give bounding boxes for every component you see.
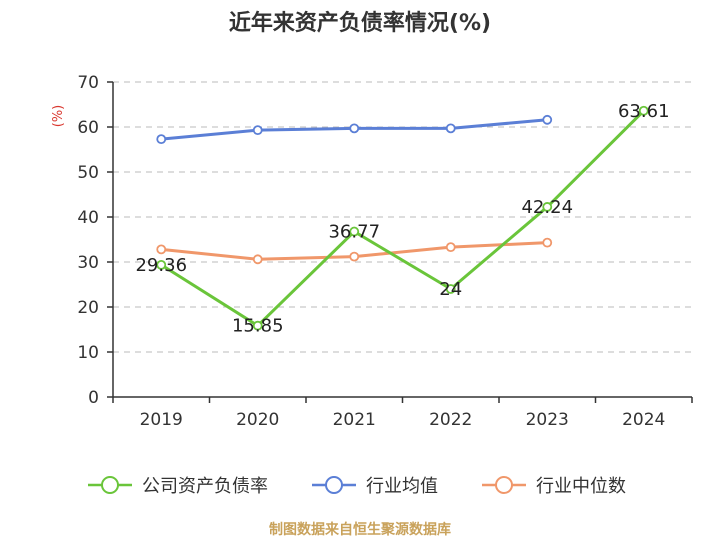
y-tick-label: 70	[77, 73, 99, 93]
y-tick-label: 10	[77, 343, 99, 363]
legend-label: 公司资产负债率	[142, 476, 268, 497]
data-label: 42.24	[521, 197, 573, 218]
data-point	[542, 202, 553, 212]
data-point	[252, 320, 263, 331]
data-point	[445, 123, 456, 134]
series-line-0	[160, 109, 645, 328]
data-label: 15.85	[232, 316, 284, 337]
legend-swatch-marker	[101, 476, 119, 494]
grid	[113, 81, 692, 353]
data-label: 36.77	[328, 222, 380, 243]
data-label: 24	[439, 279, 462, 300]
data-label: 29.36	[135, 255, 187, 276]
axes: 0 10 20 30 40 50 60 70 2019 2020 2021 2022 2023 2024	[77, 73, 693, 430]
data-point	[542, 114, 553, 125]
x-tick-label: 2019	[140, 410, 183, 430]
legend-item-0[interactable]: 公司资产负债率	[88, 476, 268, 497]
legend-swatch-marker	[495, 476, 513, 494]
x-tick-label: 2024	[622, 410, 665, 430]
data-point	[349, 251, 360, 262]
x-tick-label: 2021	[333, 410, 376, 430]
legend[interactable]: 公司资产负债率 行业均值 行业中位数	[88, 476, 626, 497]
y-tick-label: 30	[77, 253, 99, 273]
legend-label: 行业中位数	[536, 476, 626, 497]
data-point	[252, 125, 263, 136]
legend-swatch-marker	[325, 476, 343, 494]
legend-label: 行业均值	[366, 476, 438, 497]
data-point	[156, 244, 167, 255]
x-tick-label: 2023	[526, 410, 569, 430]
legend-item-2[interactable]: 行业中位数	[482, 476, 626, 497]
data-point	[156, 259, 167, 270]
data-point	[156, 134, 167, 145]
chart-title: 近年来资产负债率情况(%)	[229, 10, 491, 36]
data-label: 63.61	[618, 101, 670, 122]
x-tick-label: 2020	[236, 410, 279, 430]
data-point	[349, 226, 360, 237]
y-tick-label: 60	[77, 118, 99, 138]
data-point	[349, 123, 360, 134]
data-point	[445, 242, 456, 253]
data-point	[445, 284, 456, 294]
data-point	[638, 105, 649, 116]
y-tick-label: 0	[88, 388, 99, 408]
series	[156, 105, 649, 331]
legend-item-1[interactable]: 行业均值	[312, 476, 438, 497]
y-tick-label: 50	[77, 163, 99, 183]
y-axis-label: (%)	[51, 105, 66, 128]
data-point	[542, 237, 553, 248]
y-tick-label: 40	[77, 208, 99, 228]
source-note: 制图数据来自恒生聚源数据库	[269, 521, 451, 538]
x-tick-label: 2022	[429, 410, 472, 430]
data-point	[252, 254, 263, 265]
y-tick-label: 20	[77, 298, 99, 318]
data-labels: 29.36 15.85 36.77 24 42.24 63.61	[135, 101, 669, 337]
